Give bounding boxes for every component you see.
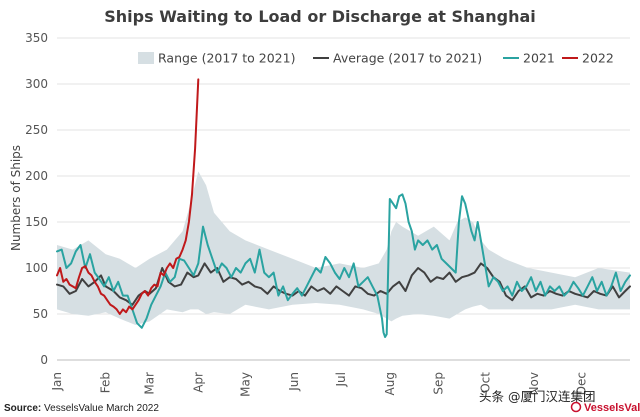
y-tick-250: 250 [25,123,48,137]
brand-logo-icon [570,401,582,413]
x-tick-oct: Oct [479,372,493,393]
source-note: Source: VesselsValue March 2022 [4,403,159,414]
y-tick-50: 50 [33,307,48,321]
x-tick-feb: Feb [99,372,113,393]
series-layer [56,78,631,338]
legend-item-2021: 2021 [503,51,555,66]
chart-title: Ships Waiting to Load or Discharge at Sh… [104,7,536,26]
brand-name: VesselsValue [584,402,640,414]
source-label: Source: [4,403,41,414]
x-tick-apr: Apr [191,372,205,393]
series-line-average-2017-to-2021 [56,262,631,306]
legend-item-2022: 2022 [562,51,614,66]
x-tick-dec: Dec [574,372,588,395]
y-tick-labels: 0 50 100 150 200 250 300 350 [25,31,48,367]
legend-item-average-2017-to-2021: Average (2017 to 2021) [313,51,482,66]
x-tick-may: May [238,372,252,397]
series-line-2021 [56,193,631,338]
legend-label-average-2017-to-2021: Average (2017 to 2021) [333,51,482,66]
chart-legend: Range (2017 to 2021) Average (2017 to 202… [138,51,614,66]
x-tick-labels: Jan Feb Mar Apr May Jun Jul Aug Sep Oct Nov Dec [50,372,588,397]
legend-label-range-2017-to-2021: Range (2017 to 2021) [158,51,295,66]
x-tick-nov: Nov [527,372,541,395]
range-band-layer [57,171,630,325]
x-tick-mar: Mar [143,372,157,395]
y-tick-350: 350 [25,31,48,45]
y-tick-200: 200 [25,169,48,183]
range-band [57,171,630,325]
legend-label-2022: 2022 [582,51,614,66]
watermark-text: 头条 @厦门汉连集团 [479,389,595,404]
series-line-2022 [56,78,200,315]
x-tick-sep: Sep [431,372,445,395]
x-tick-aug: Aug [383,372,397,395]
legend-item-range-2017-to-2021: Range (2017 to 2021) [138,51,295,66]
x-tick-jan: Jan [50,372,64,392]
source-text: VesselsValue March 2022 [41,403,159,414]
y-axis-label: Numbers of Ships [9,145,23,251]
legend-label-2021: 2021 [523,51,555,66]
y-tick-300: 300 [25,77,48,91]
x-tick-jul: Jul [334,372,348,387]
legend-swatch-range-2017-to-2021 [138,52,154,64]
x-tick-jun: Jun [287,372,301,392]
y-tick-0: 0 [40,353,48,367]
y-tick-150: 150 [25,215,48,229]
y-tick-100: 100 [25,261,48,275]
brand-logo: VesselsValue [570,401,640,414]
